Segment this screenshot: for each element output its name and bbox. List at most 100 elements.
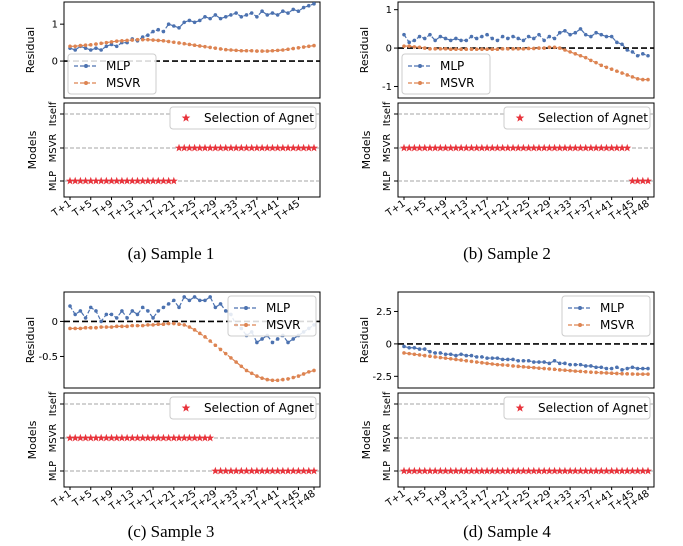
point-msvr [83, 325, 88, 330]
point-msvr [630, 75, 635, 79]
point-mlp [172, 298, 176, 303]
point-msvr [594, 60, 598, 65]
point-msvr [260, 49, 264, 53]
point-msvr [73, 326, 77, 331]
point-msvr [433, 47, 437, 51]
point-msvr [594, 370, 598, 375]
point-mlp [125, 316, 129, 320]
selection-star [221, 466, 230, 475]
selection-star [524, 143, 533, 152]
point-mlp [547, 361, 552, 366]
point-mlp [275, 13, 280, 17]
point-msvr [114, 39, 119, 43]
point-mlp [104, 312, 109, 317]
point-mlp [454, 36, 458, 41]
point-msvr [146, 323, 150, 327]
selection-star [66, 176, 74, 185]
panel-caption: (d) Sample 4 [463, 522, 551, 541]
point-msvr [402, 44, 406, 48]
point-msvr [151, 323, 155, 327]
point-mlp [255, 14, 259, 19]
selection-star [425, 466, 434, 475]
legend-label-mlp: MLP [106, 59, 130, 73]
point-msvr [459, 358, 463, 362]
model-tick-label: Itself [382, 391, 393, 416]
point-mlp [156, 27, 161, 32]
selection-star [180, 143, 189, 152]
selection-star [175, 143, 184, 152]
selection-star [451, 143, 460, 152]
point-msvr [94, 42, 98, 46]
point-msvr [312, 368, 316, 373]
point-msvr [552, 45, 557, 50]
point-msvr [275, 48, 280, 53]
selection-star [102, 176, 111, 185]
selection-star [242, 143, 251, 152]
point-msvr [609, 67, 614, 71]
selection-star [602, 466, 611, 475]
point-mlp [213, 305, 218, 310]
point-msvr [104, 40, 109, 45]
point-mlp [182, 20, 187, 25]
selection-star [289, 466, 298, 475]
point-mlp [448, 38, 453, 43]
point-msvr [94, 325, 98, 330]
selection-star [180, 433, 189, 442]
point-msvr [490, 362, 495, 366]
legend-label-msvr: MSVR [266, 318, 301, 332]
selection-star [524, 466, 533, 475]
selection-star [405, 143, 414, 152]
selection-y-label: Models [26, 420, 39, 459]
point-mlp [187, 18, 192, 23]
point-msvr [464, 358, 469, 363]
selection-star [472, 466, 481, 475]
selection-star [76, 433, 85, 442]
selection-star [175, 433, 184, 442]
selection-star [159, 176, 168, 185]
selection-star [289, 143, 298, 152]
point-msvr [229, 356, 233, 360]
selection-star [623, 466, 632, 475]
selection-star [514, 466, 523, 475]
selection-star [576, 466, 585, 475]
point-msvr [604, 371, 609, 375]
point-mlp [151, 29, 155, 34]
point-msvr [88, 43, 93, 47]
selection-star [441, 143, 450, 152]
point-msvr [635, 372, 640, 376]
selection-y-label: Models [360, 130, 373, 169]
selection-star [509, 143, 518, 152]
point-msvr [646, 77, 650, 82]
selection-star [405, 466, 414, 475]
selection-star [206, 143, 215, 152]
point-msvr [192, 43, 197, 47]
point-mlp [646, 53, 650, 58]
selection-star [112, 433, 121, 442]
selection-star [571, 466, 580, 475]
selection-star [400, 466, 408, 475]
point-mlp [485, 32, 489, 37]
point-msvr [192, 328, 197, 332]
residual-axes-frame [63, 1, 321, 99]
point-mlp [94, 46, 98, 50]
point-mlp [521, 358, 526, 363]
point-msvr [407, 44, 411, 48]
point-msvr [197, 44, 202, 48]
point-mlp [490, 36, 495, 41]
selection-star [71, 176, 80, 185]
legend-star-marker [515, 403, 525, 412]
residual-y-label: Residual [358, 27, 371, 73]
point-msvr [620, 71, 624, 75]
selection-star [263, 466, 272, 475]
model-tick-label: Itself [382, 101, 393, 126]
point-msvr [438, 355, 443, 360]
selection-star [493, 143, 502, 152]
selection-star [540, 466, 549, 475]
y-tick-label: 1 [52, 20, 58, 31]
point-mlp [428, 349, 432, 354]
point-mlp [402, 344, 406, 349]
selection-star [299, 143, 308, 152]
point-mlp [531, 360, 536, 364]
model-tick-label: Itself [48, 101, 59, 126]
x-tick-label: T+5 [404, 488, 428, 510]
